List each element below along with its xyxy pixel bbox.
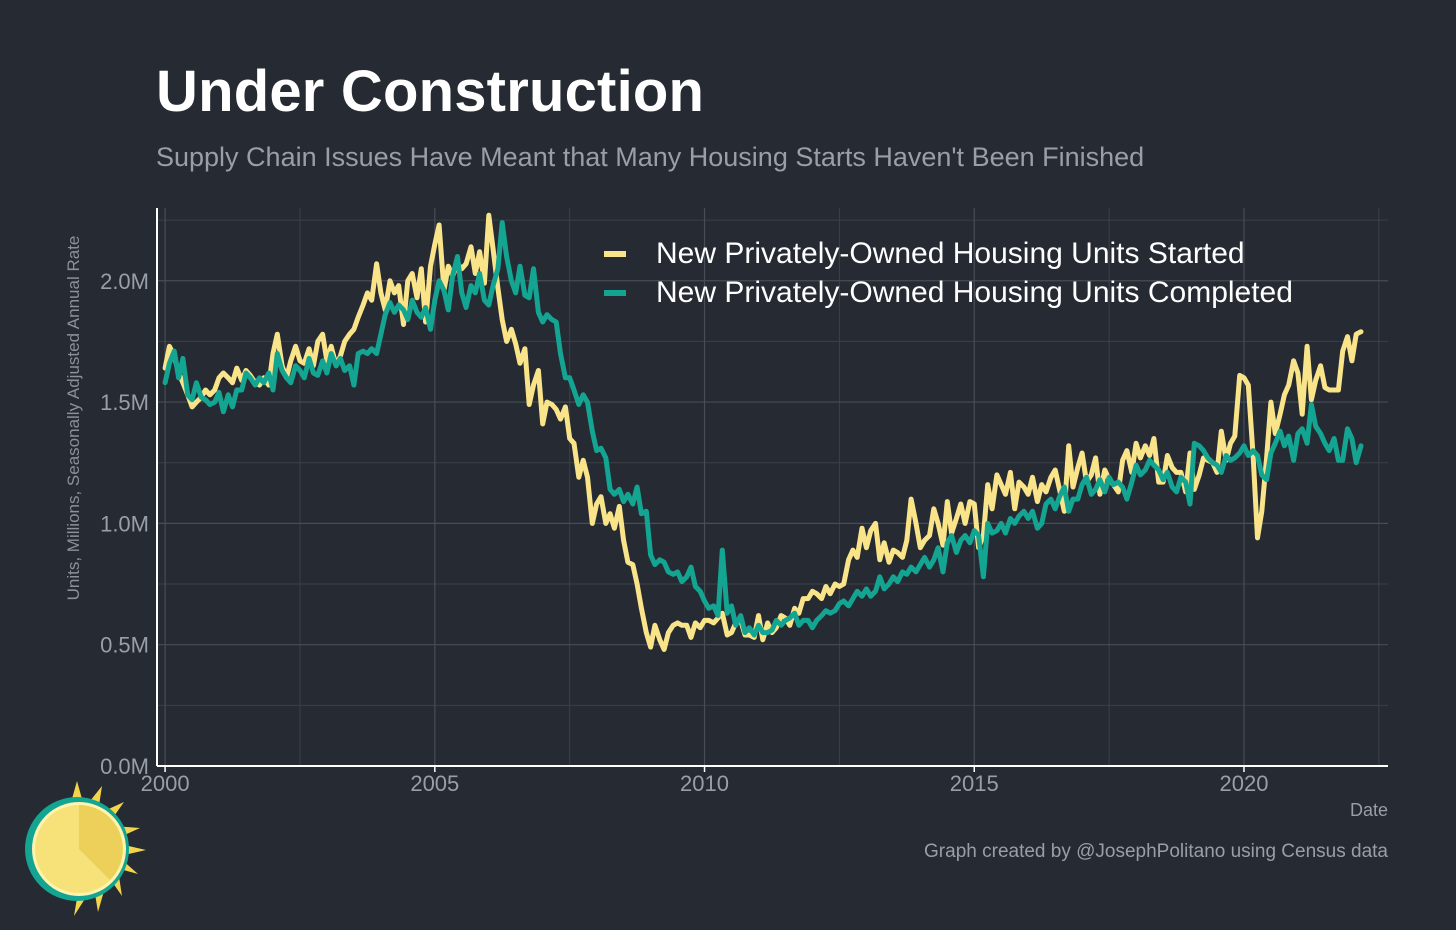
legend-swatch-started — [604, 250, 626, 257]
sun-logo-icon — [25, 781, 146, 916]
legend-label-completed: New Privately-Owned Housing Units Comple… — [656, 275, 1293, 309]
y-tick-label: 0.5M — [100, 633, 149, 658]
chart-subtitle: Supply Chain Issues Have Meant that Many… — [156, 142, 1145, 172]
grid-layer — [157, 208, 1388, 766]
x-tick-label: 2015 — [950, 771, 999, 796]
series-line-started — [162, 212, 1364, 652]
y-tick-label: 0.0M — [100, 754, 149, 779]
legend-label-started: New Privately-Owned Housing Units Starte… — [656, 236, 1245, 270]
x-tick-label: 2020 — [1219, 771, 1268, 796]
y-tick-label: 1.5M — [100, 390, 149, 415]
series-layer — [162, 212, 1364, 652]
x-axis-label: Date — [1349, 800, 1388, 820]
y-tick-label: 1.0M — [100, 511, 149, 536]
y-tick-label: 2.0M — [100, 269, 149, 294]
legend-item-completed: New Privately-Owned Housing Units Comple… — [604, 273, 1293, 312]
chart-legend: New Privately-Owned Housing Units Starte… — [604, 234, 1293, 312]
x-tick-label: 2005 — [410, 771, 459, 796]
chart-title: Under Construction — [156, 59, 705, 124]
x-tick-label: 2000 — [141, 771, 190, 796]
axis-layer: 0.0M 0.5M 1.0M 1.5M 2.0M 2000 2005 2010 2015 2020 — [100, 208, 1388, 796]
series-line-completed — [162, 220, 1364, 638]
legend-item-started: New Privately-Owned Housing Units Starte… — [604, 234, 1293, 273]
x-tick-label: 2010 — [680, 771, 729, 796]
legend-swatch-completed — [604, 289, 626, 296]
source-caption: Graph created by @JosephPolitano using C… — [924, 841, 1388, 862]
